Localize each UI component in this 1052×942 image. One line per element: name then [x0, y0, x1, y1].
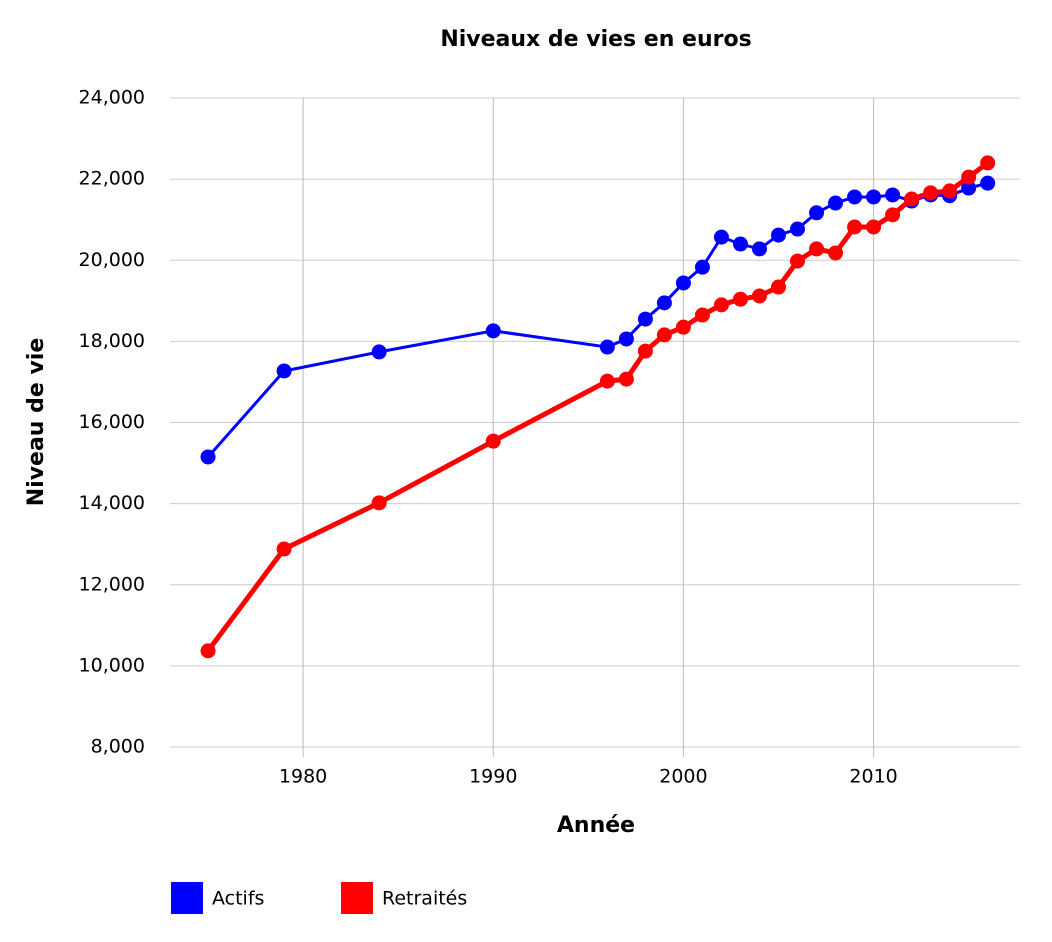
data-point [866, 189, 882, 205]
data-point [276, 363, 292, 379]
data-point [961, 169, 977, 185]
y-tick-label: 18,000 [79, 330, 145, 352]
data-point [923, 185, 939, 201]
data-point [847, 189, 863, 205]
data-point [694, 259, 710, 275]
legend-label: Retraités [382, 888, 467, 910]
data-point [828, 195, 844, 211]
data-point [980, 175, 996, 191]
data-point [866, 219, 882, 235]
x-tick-label: 1980 [279, 766, 327, 788]
data-point [675, 275, 691, 291]
legend-label: Actifs [212, 888, 264, 910]
data-point [790, 221, 806, 237]
data-point [809, 241, 825, 257]
data-point [637, 343, 653, 359]
y-tick-label: 10,000 [79, 654, 145, 676]
legend-swatch [171, 882, 203, 914]
y-tick-label: 16,000 [79, 411, 145, 433]
y-tick-label: 24,000 [79, 87, 145, 109]
y-tick-label: 8,000 [91, 736, 145, 758]
y-axis-title: Niveau de vie [24, 338, 49, 507]
x-axis-title: Année [557, 813, 635, 838]
data-point [904, 191, 920, 207]
data-point [694, 307, 710, 323]
data-point [790, 253, 806, 269]
data-point [637, 311, 653, 327]
data-point [371, 495, 387, 511]
data-point [200, 449, 216, 465]
data-point [485, 323, 501, 339]
data-point [847, 219, 863, 235]
x-tick-label: 2010 [849, 766, 897, 788]
data-point [618, 371, 634, 387]
data-point [200, 643, 216, 659]
data-point [599, 339, 615, 355]
y-tick-label: 14,000 [79, 492, 145, 514]
data-point [751, 241, 767, 257]
y-tick-label: 22,000 [79, 168, 145, 190]
data-point [732, 236, 748, 252]
y-tick-label: 20,000 [79, 249, 145, 271]
data-point [751, 288, 767, 304]
data-point [485, 433, 501, 449]
data-point [885, 207, 901, 223]
data-point [371, 344, 387, 360]
data-point [771, 227, 787, 243]
data-point [732, 291, 748, 307]
data-point [980, 155, 996, 171]
data-point [828, 245, 844, 261]
data-point [713, 229, 729, 245]
data-point [771, 279, 787, 295]
data-point [656, 295, 672, 311]
data-point [942, 183, 958, 199]
data-point [713, 297, 729, 313]
y-tick-label: 12,000 [79, 573, 145, 595]
x-tick-label: 2000 [659, 766, 707, 788]
data-point [599, 373, 615, 389]
legend-swatch [341, 882, 373, 914]
data-point [276, 541, 292, 557]
data-point [885, 187, 901, 203]
series-line [206, 160, 990, 653]
data-point [961, 180, 977, 196]
data-point [809, 205, 825, 221]
data-point [675, 319, 691, 335]
chart-title: Niveaux de vies en euros [440, 27, 751, 52]
data-point [618, 331, 634, 347]
x-tick-label: 1990 [469, 766, 517, 788]
data-point [656, 327, 672, 343]
